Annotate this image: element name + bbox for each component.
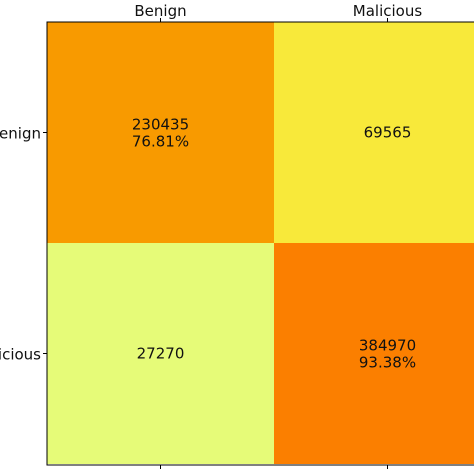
cell-value-label: 69565 xyxy=(364,124,412,142)
heatmap-cell-1-0 xyxy=(47,243,274,464)
x-tick-label: Malicious xyxy=(353,2,423,20)
heatmap-cell-0-0 xyxy=(47,22,274,243)
cell-percent-label: 93.38% xyxy=(359,354,416,372)
cell-value-label: 384970 xyxy=(359,337,416,355)
y-tick-label: Benign xyxy=(0,125,41,143)
y-tick-label: Malicious xyxy=(0,346,41,364)
axis-ticks: Benign Malicious Benign Malicious xyxy=(0,2,422,469)
cell-percent-label: 76.81% xyxy=(132,133,189,151)
heatmap-cell-0-1 xyxy=(274,22,474,243)
cell-value-label: 27270 xyxy=(137,345,185,363)
heatmap-cell-1-1 xyxy=(274,243,474,464)
plot-frame xyxy=(46,21,474,466)
cell-value-label: 230435 xyxy=(132,116,189,134)
x-tick-label: Benign xyxy=(134,2,186,20)
